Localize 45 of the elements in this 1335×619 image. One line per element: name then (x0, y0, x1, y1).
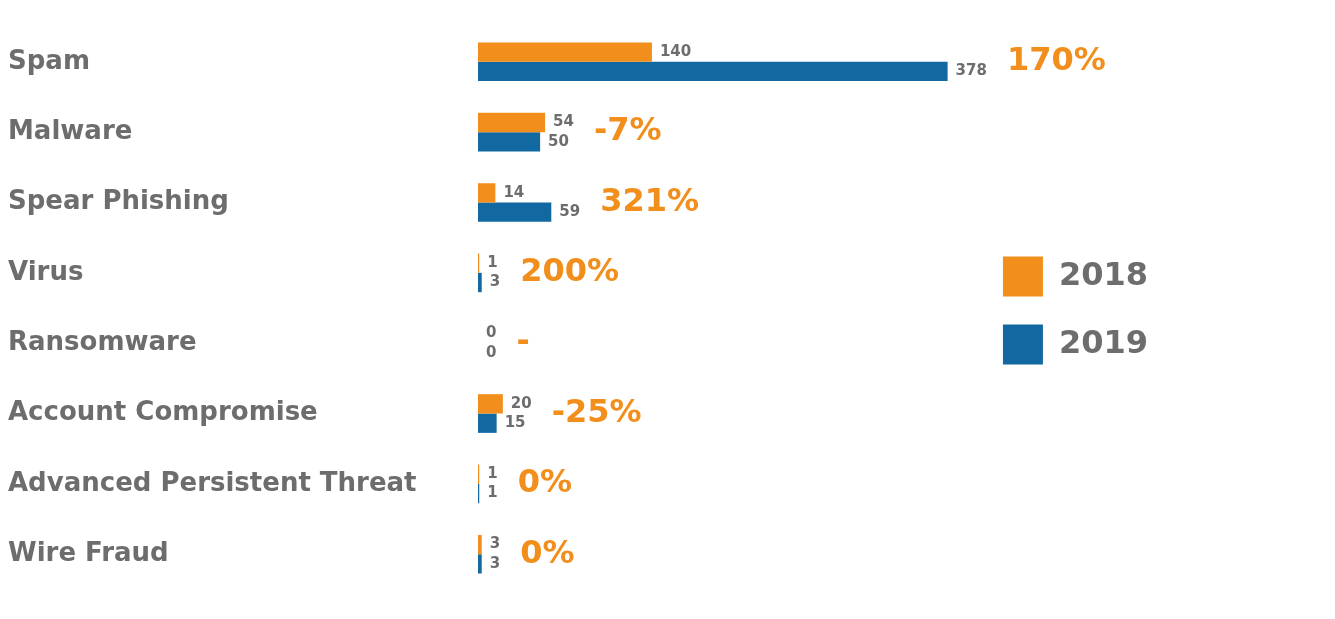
data-label: 0 (486, 342, 497, 361)
annotation: -25% (551, 391, 642, 430)
bar (478, 272, 482, 293)
bar (478, 42, 652, 62)
y-tick-label: Account Compromise (8, 396, 318, 427)
bar (478, 554, 482, 574)
annotation: 321% (600, 180, 700, 219)
y-tick-label: Spam (8, 44, 90, 75)
annotation: 0% (520, 532, 575, 571)
data-label: 3 (489, 534, 501, 553)
y-tick-label: Virus (8, 255, 84, 286)
data-label: 378 (955, 61, 987, 80)
data-label: 59 (559, 202, 581, 221)
data-label: 15 (504, 413, 526, 432)
legend-label: 2018 (1058, 254, 1148, 293)
y-tick-label: Advanced Persistent Threat (8, 466, 417, 497)
y-tick-label: Wire Fraud (8, 536, 169, 567)
annotation: 0% (517, 462, 573, 501)
bar (478, 394, 503, 414)
y-tick-label: Malware (8, 114, 133, 145)
data-label: 0 (486, 323, 497, 342)
y-tick-label: Ransomware (8, 325, 197, 356)
data-label: 14 (503, 182, 525, 201)
data-label: 140 (659, 41, 692, 60)
annotation: - (516, 321, 530, 360)
text: 170% (1006, 40, 1106, 79)
bar (478, 183, 496, 203)
bar (478, 413, 497, 433)
data-label: 1 (487, 483, 498, 502)
bar (478, 61, 948, 82)
data-label: 1 (487, 253, 498, 272)
bar (478, 534, 482, 555)
annotation: -7% (593, 110, 662, 149)
bar (478, 132, 541, 152)
y-tick-label: Spear Phishing (8, 185, 229, 216)
data-label: 1 (487, 464, 498, 483)
data-label: 54 (553, 112, 574, 131)
annotation: 200% (520, 251, 620, 290)
legend-label: 2019 (1058, 322, 1148, 361)
data-label: 3 (489, 553, 501, 572)
data-label: 3 (489, 272, 501, 291)
bar (478, 112, 546, 133)
data-label: 50 (548, 131, 569, 150)
data-label: 20 (510, 393, 532, 412)
bar (478, 202, 552, 222)
